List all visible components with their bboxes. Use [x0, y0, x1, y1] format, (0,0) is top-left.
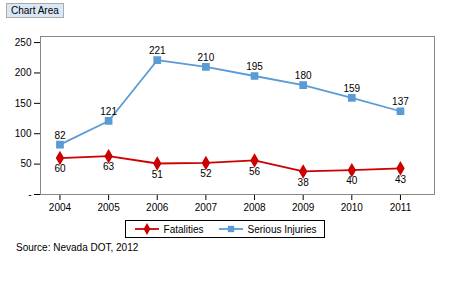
- svg-text:82: 82: [54, 130, 66, 141]
- svg-text:40: 40: [346, 175, 358, 186]
- svg-text:210: 210: [198, 52, 215, 63]
- html-text:Fatalities: Fatalities: [163, 223, 204, 235]
- svg-text:121: 121: [100, 106, 117, 117]
- html-text:Serious Injuries: Serious Injuries: [247, 223, 317, 235]
- svg-text:2010: 2010: [341, 202, 364, 213]
- svg-text:50: 50: [20, 158, 32, 169]
- svg-text:43: 43: [395, 174, 407, 185]
- svg-text:60: 60: [54, 163, 66, 174]
- svg-text:38: 38: [298, 177, 310, 188]
- svg-text:2004: 2004: [49, 202, 72, 213]
- svg-text:2006: 2006: [146, 202, 169, 213]
- svg-text:2007: 2007: [195, 202, 218, 213]
- svg-text:137: 137: [392, 96, 409, 107]
- svg-text:159: 159: [343, 83, 360, 94]
- svg-text:200: 200: [15, 67, 32, 78]
- svg-text:221: 221: [149, 45, 166, 56]
- html-text:Chart Area: Chart Area: [11, 4, 59, 16]
- svg-text:195: 195: [246, 61, 263, 72]
- svg-text:63: 63: [103, 161, 115, 172]
- svg-text:51: 51: [152, 169, 164, 180]
- svg-text:250: 250: [15, 37, 32, 48]
- svg-text:2009: 2009: [292, 202, 315, 213]
- svg-text:2011: 2011: [390, 202, 412, 213]
- svg-text:150: 150: [15, 98, 32, 109]
- svg-text:-: -: [28, 189, 31, 200]
- svg-text:2005: 2005: [97, 202, 120, 213]
- svg-text:2008: 2008: [243, 202, 266, 213]
- svg-text:180: 180: [295, 70, 312, 81]
- svg-text:52: 52: [200, 168, 212, 179]
- svg-text:100: 100: [15, 128, 32, 139]
- svg-text:56: 56: [249, 166, 261, 177]
- html-text:Source: Nevada DOT, 2012: Source: Nevada DOT, 2012: [16, 242, 139, 253]
